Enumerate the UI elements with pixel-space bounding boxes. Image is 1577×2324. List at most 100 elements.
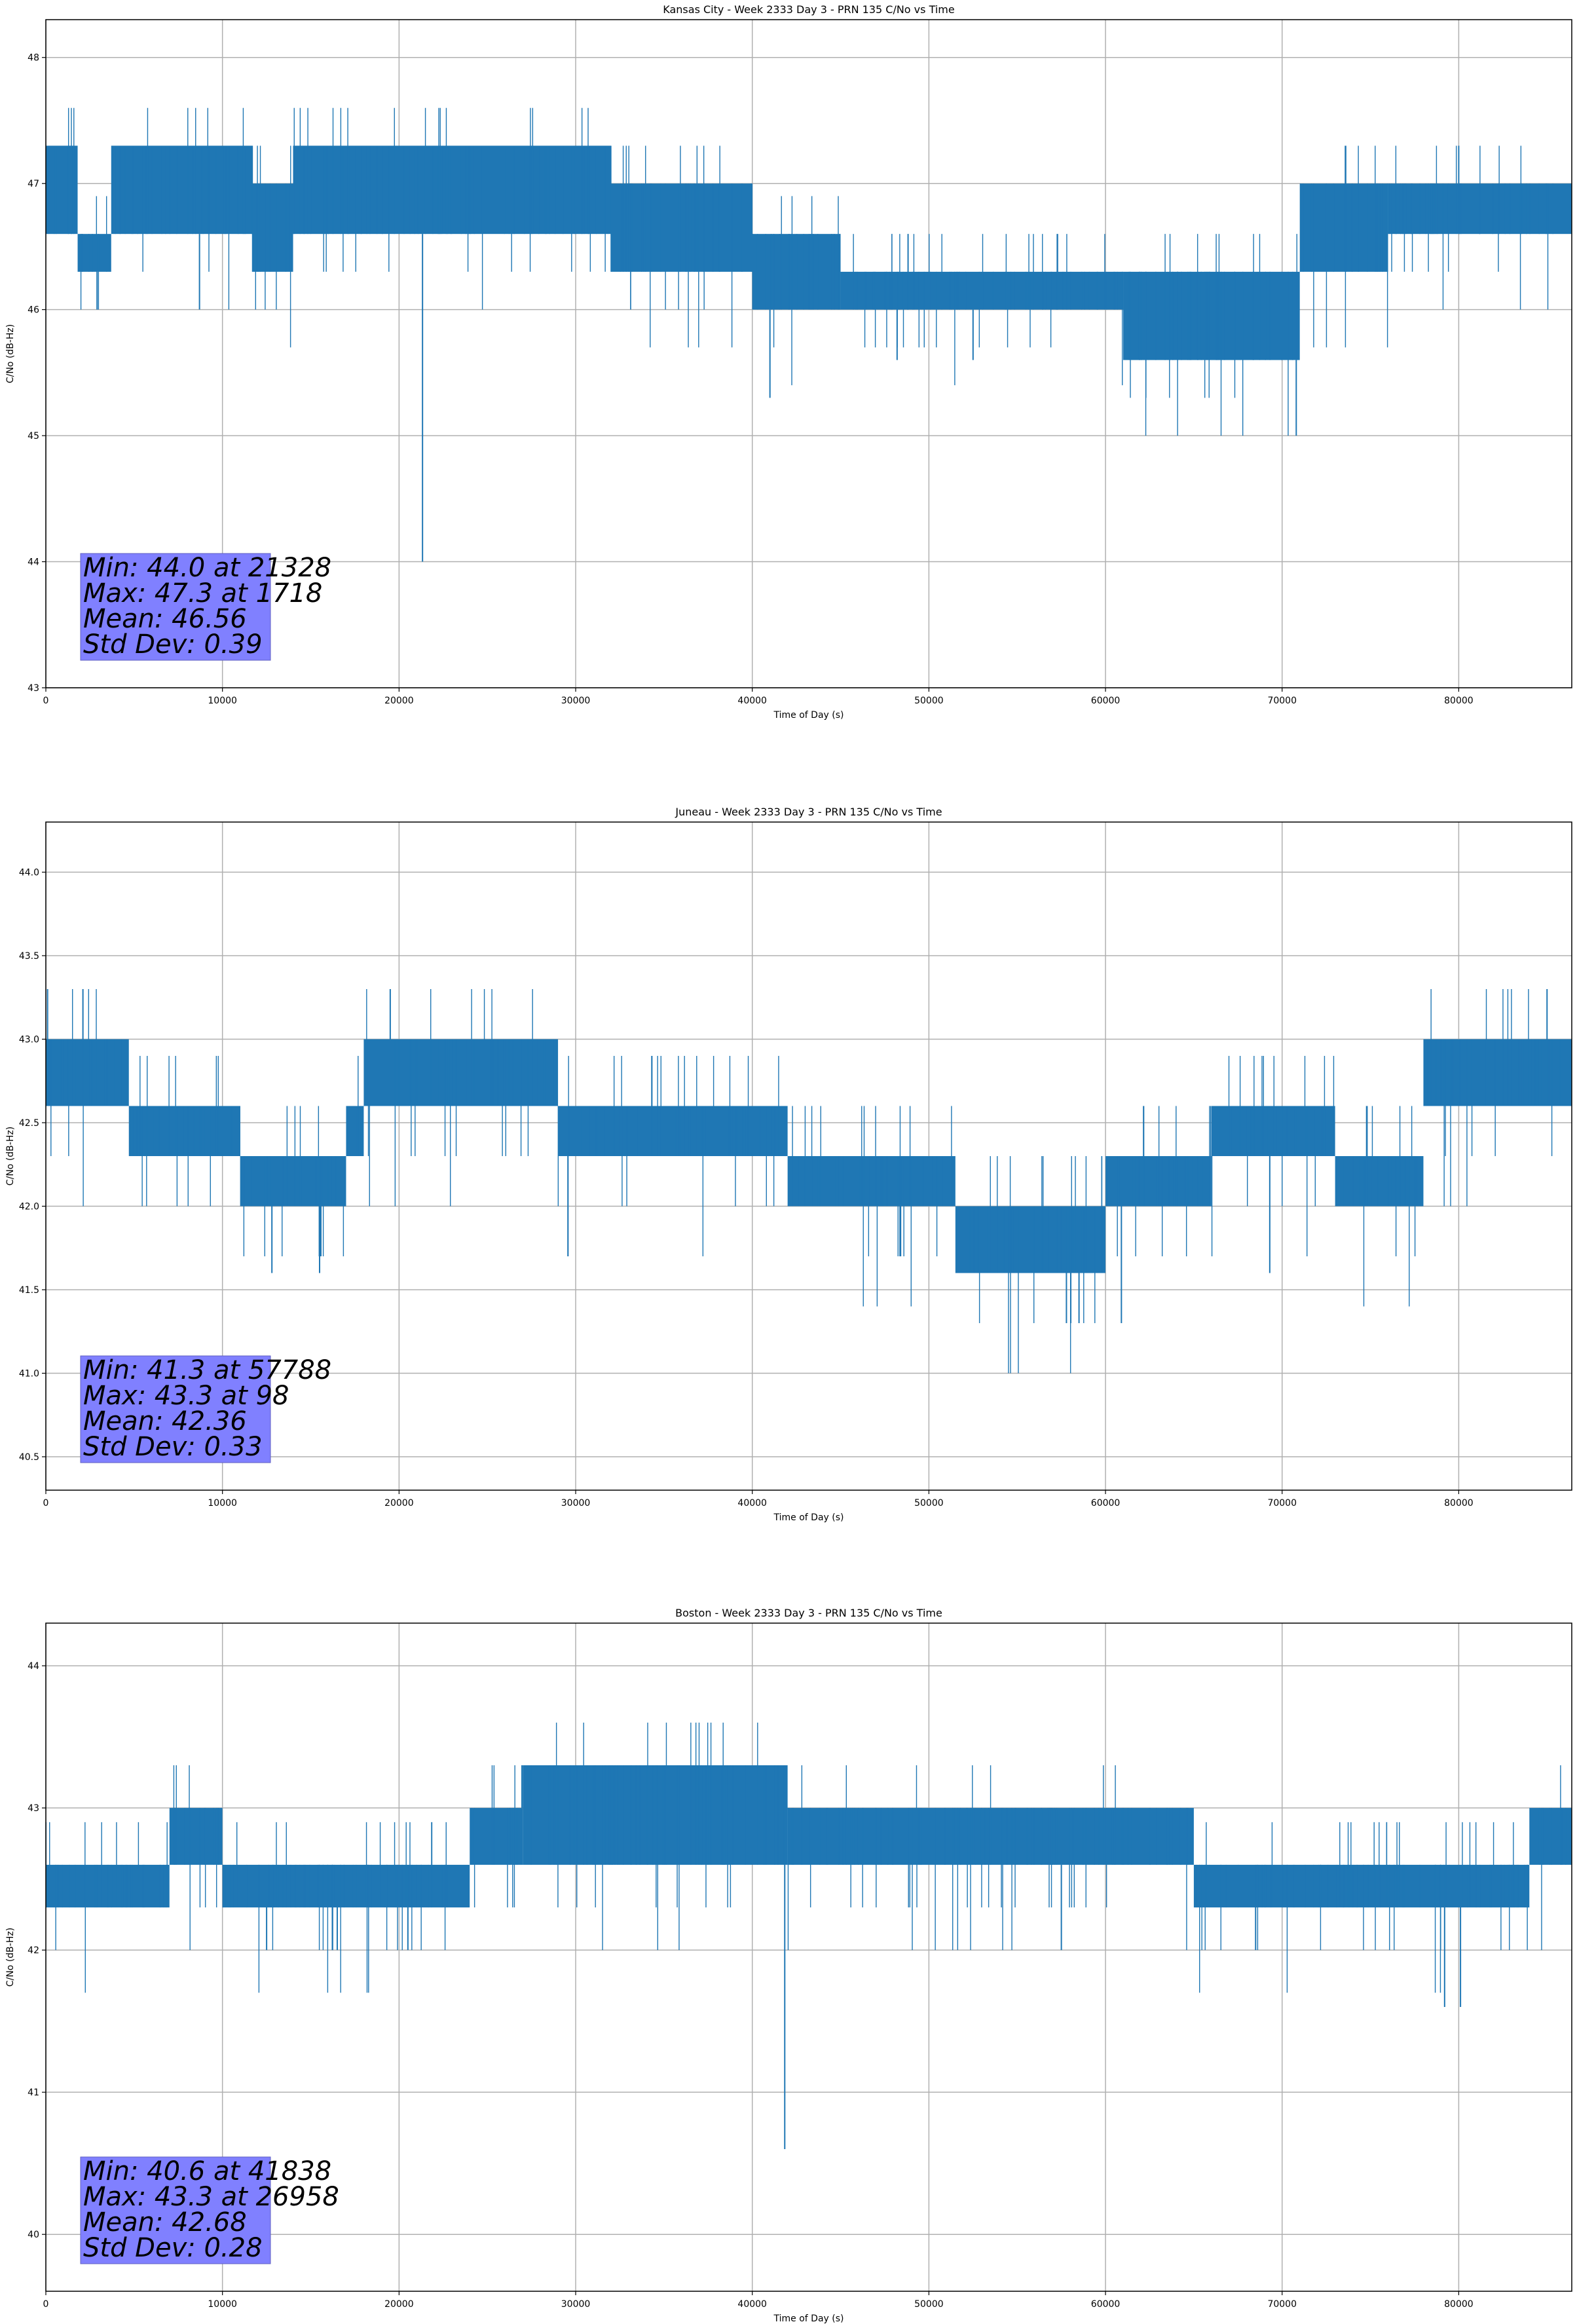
chart-title: Boston - Week 2333 Day 3 - PRN 135 C/No … <box>675 1607 942 1619</box>
data-band <box>169 1808 223 1865</box>
series-segment <box>346 1056 364 1156</box>
y-tick-label: 43 <box>28 683 39 694</box>
y-tick-label: 43 <box>28 1803 39 1814</box>
x-tick-label: 30000 <box>561 696 591 706</box>
stats-std: Std Dev: 0.28 <box>83 2233 263 2263</box>
x-tick-label: 80000 <box>1444 2299 1474 2310</box>
y-axis-label: C/No (dB-Hz) <box>5 1928 16 1987</box>
series-segment <box>1388 145 1572 310</box>
series-segment <box>787 1106 955 1307</box>
chart-title: Juneau - Week 2333 Day 3 - PRN 135 C/No … <box>675 806 942 818</box>
y-tick-label: 40.5 <box>19 1452 39 1463</box>
y-tick-label: 44.0 <box>19 868 39 878</box>
stats-min: Min: 41.3 at 57788 <box>83 1355 331 1385</box>
chart-panel-1: 0 10000 20000 30000 40000 50000 60000 70000 8000… <box>5 806 1572 1523</box>
series-segment <box>252 145 293 348</box>
x-tick-label: 10000 <box>208 2299 237 2310</box>
stats-min: Min: 44.0 at 21328 <box>83 553 331 583</box>
x-tick-label: 30000 <box>561 1498 591 1509</box>
y-tick-label: 42.5 <box>19 1118 39 1129</box>
y-tick-label: 47 <box>28 179 39 189</box>
series-segment <box>77 196 111 310</box>
x-tick-label: 10000 <box>208 696 237 706</box>
series-segment <box>1193 1822 1530 1993</box>
y-tick-label: 41 <box>28 2088 39 2098</box>
x-tick-label: 60000 <box>1091 696 1121 706</box>
data-band <box>1335 1156 1424 1207</box>
series-segment <box>46 989 129 1207</box>
x-tick-label: 70000 <box>1267 2299 1297 2310</box>
x-tick-label: 40000 <box>737 1498 767 1509</box>
stats-max: Max: 43.3 at 98 <box>83 1381 289 1411</box>
x-tick-label: 20000 <box>384 1498 414 1509</box>
series-segment <box>955 1156 1106 1374</box>
series-segment <box>787 1765 1194 1951</box>
data-band <box>363 1039 559 1106</box>
y-tick-label: 43.0 <box>19 1035 39 1045</box>
data-band <box>46 1039 129 1106</box>
series-segment <box>363 989 559 1207</box>
x-tick-label: 60000 <box>1091 1498 1121 1509</box>
series-segment <box>1123 234 1300 436</box>
x-tick-label: 0 <box>43 696 49 706</box>
series-segment <box>557 1056 788 1256</box>
data-band <box>77 234 111 272</box>
data-band <box>1529 1808 1572 1865</box>
chart-title: Kansas City - Week 2333 Day 3 - PRN 135 … <box>663 3 954 16</box>
y-tick-label: 48 <box>28 53 39 64</box>
stats-max: Max: 47.3 at 1718 <box>83 578 322 609</box>
x-tick-label: 60000 <box>1091 2299 1121 2310</box>
series-segment <box>1299 145 1388 348</box>
data-band <box>128 1106 240 1156</box>
series-segment <box>111 107 253 310</box>
data-band <box>787 1156 955 1207</box>
y-tick-label: 40 <box>28 2230 39 2240</box>
x-tick-label: 50000 <box>914 2299 944 2310</box>
chart-panel-0: 0 10000 20000 30000 40000 50000 60000 70000 8000… <box>5 3 1572 721</box>
y-tick-label: 43.5 <box>19 951 39 962</box>
axes-frame <box>45 1622 1572 2292</box>
data-band <box>346 1106 364 1156</box>
series-segment <box>1335 1106 1424 1307</box>
stats-box <box>80 553 271 661</box>
y-tick-label: 46 <box>28 305 39 316</box>
stats-box <box>80 2156 271 2264</box>
stats-mean: Mean: 42.36 <box>83 1406 247 1436</box>
series-segment <box>1529 1765 1572 1951</box>
stats-std: Std Dev: 0.33 <box>83 1432 263 1462</box>
data-band <box>252 183 293 272</box>
series-segment <box>128 1056 240 1207</box>
y-tick-label: 44 <box>28 1661 39 1672</box>
y-axis-label: C/No (dB-Hz) <box>5 324 16 383</box>
series-segment <box>45 1822 170 1993</box>
x-axis-label: Time of Day (s) <box>773 2314 844 2324</box>
series-segment <box>1211 1056 1335 1256</box>
series-segment <box>1423 989 1572 1207</box>
y-tick-label: 41.5 <box>19 1285 39 1296</box>
stats-box <box>80 1355 271 1463</box>
x-tick-label: 20000 <box>384 2299 414 2310</box>
stats-max: Max: 43.3 at 26958 <box>83 2182 339 2212</box>
data-band <box>610 183 752 272</box>
x-tick-label: 40000 <box>737 696 767 706</box>
stats-std: Std Dev: 0.39 <box>83 629 263 660</box>
x-tick-label: 10000 <box>208 1498 237 1509</box>
series-segment <box>840 234 1124 386</box>
data-band <box>1423 1039 1572 1106</box>
data-band <box>955 1206 1106 1273</box>
stats-min: Min: 40.6 at 41838 <box>83 2156 331 2186</box>
series-segment <box>610 145 753 348</box>
data-band <box>111 145 253 234</box>
data-band <box>1211 1106 1335 1156</box>
x-axis-label: Time of Day (s) <box>773 1512 844 1523</box>
data-band <box>240 1156 346 1207</box>
data-band <box>1123 271 1300 360</box>
series-segment <box>240 1106 346 1256</box>
x-tick-label: 70000 <box>1267 696 1297 706</box>
data-band <box>523 1765 788 1865</box>
stats-mean: Mean: 46.56 <box>83 604 247 634</box>
data-band <box>46 145 78 234</box>
x-tick-label: 80000 <box>1444 1498 1474 1509</box>
x-tick-label: 20000 <box>384 696 414 706</box>
